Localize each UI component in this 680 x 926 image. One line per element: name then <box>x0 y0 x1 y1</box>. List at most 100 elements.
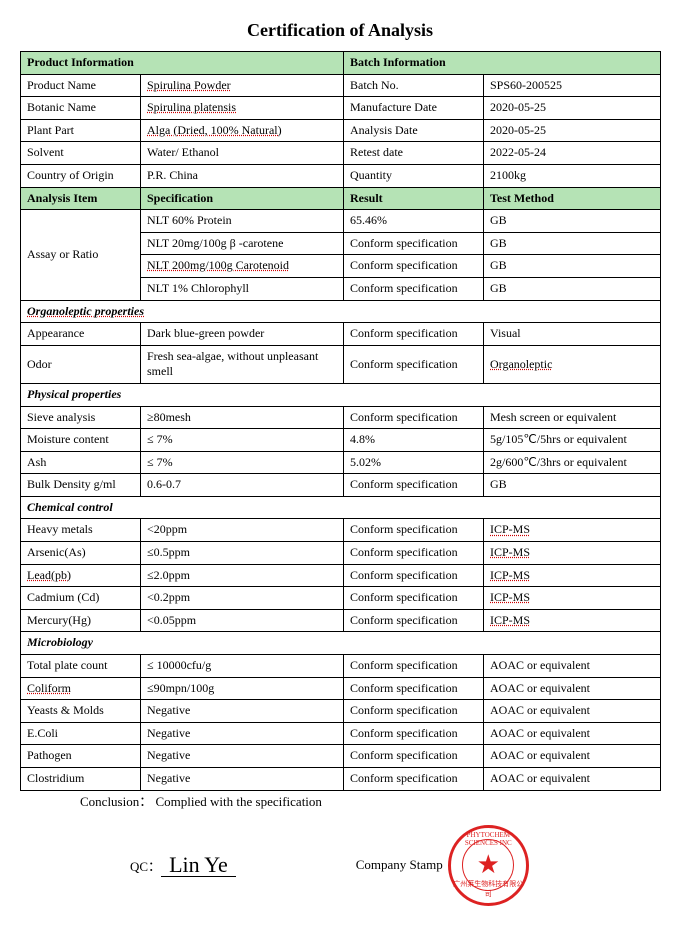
label: Plant Part <box>21 119 141 142</box>
label: Analysis Date <box>344 119 484 142</box>
table-row: Bulk Density g/ml0.6-0.7Conform specific… <box>21 474 661 497</box>
item: Sieve analysis <box>21 406 141 429</box>
table-row: E.ColiNegativeConform specificationAOAC … <box>21 722 661 745</box>
header-specification: Specification <box>141 187 344 210</box>
method: Organoleptic <box>484 345 661 383</box>
spec: NLT 60% Protein <box>141 210 344 233</box>
value: 2020-05-25 <box>484 97 661 120</box>
spec: ≤90mpn/100g <box>141 677 344 700</box>
item: Heavy metals <box>21 519 141 542</box>
label: Botanic Name <box>21 97 141 120</box>
table-row: ClostridiumNegativeConform specification… <box>21 768 661 791</box>
item: Mercury(Hg) <box>21 609 141 632</box>
result: Conform specification <box>344 564 484 587</box>
item: Cadmium (Cd) <box>21 587 141 610</box>
result: Conform specification <box>344 474 484 497</box>
result: 5.02% <box>344 451 484 474</box>
page-title: Certification of Analysis <box>20 20 660 41</box>
section-chemical: Chemical control <box>21 496 661 519</box>
method: AOAC or equivalent <box>484 745 661 768</box>
result: Conform specification <box>344 323 484 346</box>
section-organoleptic: Organoleptic properties <box>21 300 661 323</box>
spec: <0.2ppm <box>141 587 344 610</box>
company-stamp-icon: PHYTOCHEM SCIENCES INC ★ 广州莱生物科技有限公司 <box>448 825 529 906</box>
coa-table: Product Information Batch Information Pr… <box>20 51 661 791</box>
spec: ≤ 7% <box>141 429 344 452</box>
result: Conform specification <box>344 722 484 745</box>
spec: NLT 1% Chlorophyll <box>141 277 344 300</box>
result: Conform specification <box>344 677 484 700</box>
method: GB <box>484 210 661 233</box>
method: ICP-MS <box>484 609 661 632</box>
spec: ≤ 10000cfu/g <box>141 655 344 678</box>
item: Bulk Density g/ml <box>21 474 141 497</box>
header-test-method: Test Method <box>484 187 661 210</box>
label: Retest date <box>344 142 484 165</box>
label: Quantity <box>344 164 484 187</box>
method: AOAC or equivalent <box>484 722 661 745</box>
spec: ≤0.5ppm <box>141 542 344 565</box>
value: 2020-05-25 <box>484 119 661 142</box>
spec: Negative <box>141 768 344 791</box>
spec: NLT 20mg/100g β -carotene <box>141 232 344 255</box>
table-row: AppearanceDark blue-green powderConform … <box>21 323 661 346</box>
spec: Negative <box>141 722 344 745</box>
result: Conform specification <box>344 542 484 565</box>
table-row: Ash≤ 7%5.02%2g/600℃/3hrs or equivalent <box>21 451 661 474</box>
method: GB <box>484 232 661 255</box>
label: Product Name <box>21 74 141 97</box>
spec: NLT 200mg/100g Carotenoid <box>141 255 344 278</box>
table-row: Total plate count≤ 10000cfu/gConform spe… <box>21 655 661 678</box>
method: Visual <box>484 323 661 346</box>
spec: <0.05ppm <box>141 609 344 632</box>
table-row: Cadmium (Cd)<0.2ppmConform specification… <box>21 587 661 610</box>
result: Conform specification <box>344 745 484 768</box>
result: Conform specification <box>344 655 484 678</box>
table-row: Arsenic(As)≤0.5ppmConform specificationI… <box>21 542 661 565</box>
spec: Dark blue-green powder <box>141 323 344 346</box>
qc-label: QC： <box>130 856 161 875</box>
label: Solvent <box>21 142 141 165</box>
method: GB <box>484 255 661 278</box>
table-row: Sieve analysis≥80meshConform specificati… <box>21 406 661 429</box>
method: ICP-MS <box>484 587 661 610</box>
spec: 0.6-0.7 <box>141 474 344 497</box>
result: Conform specification <box>344 232 484 255</box>
value: P.R. China <box>141 164 344 187</box>
item: Yeasts & Molds <box>21 700 141 723</box>
stamp-label: Company Stamp <box>356 857 443 873</box>
result: Conform specification <box>344 700 484 723</box>
value: 2100kg <box>484 164 661 187</box>
table-row: Heavy metals<20ppmConform specificationI… <box>21 519 661 542</box>
result: Conform specification <box>344 587 484 610</box>
result: Conform specification <box>344 345 484 383</box>
label: Manufacture Date <box>344 97 484 120</box>
spec: <20ppm <box>141 519 344 542</box>
table-row: Lead(pb)≤2.0ppmConform specificationICP-… <box>21 564 661 587</box>
header-analysis-item: Analysis Item <box>21 187 141 210</box>
conclusion-line: Conclusion： Complied with the specificat… <box>80 791 660 810</box>
method: Mesh screen or equivalent <box>484 406 661 429</box>
method: GB <box>484 474 661 497</box>
method: AOAC or equivalent <box>484 768 661 791</box>
spec: Negative <box>141 745 344 768</box>
result: 65.46% <box>344 210 484 233</box>
header-product-info: Product Information <box>21 52 344 75</box>
result: Conform specification <box>344 277 484 300</box>
value: Spirulina platensis <box>141 97 344 120</box>
header-result: Result <box>344 187 484 210</box>
value: SPS60-200525 <box>484 74 661 97</box>
method: ICP-MS <box>484 564 661 587</box>
method: ICP-MS <box>484 519 661 542</box>
spec: ≥80mesh <box>141 406 344 429</box>
label: Country of Origin <box>21 164 141 187</box>
item: Appearance <box>21 323 141 346</box>
label: Batch No. <box>344 74 484 97</box>
table-row: PathogenNegativeConform specificationAOA… <box>21 745 661 768</box>
method: AOAC or equivalent <box>484 677 661 700</box>
method: AOAC or equivalent <box>484 700 661 723</box>
value: Water/ Ethanol <box>141 142 344 165</box>
spec: Fresh sea-algae, without unpleasant smel… <box>141 345 344 383</box>
result: Conform specification <box>344 519 484 542</box>
section-micro: Microbiology <box>21 632 661 655</box>
